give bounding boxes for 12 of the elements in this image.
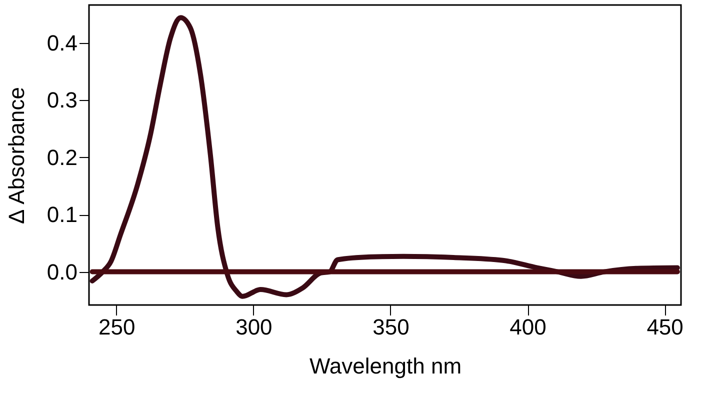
x-tick-label: 400 (510, 314, 546, 340)
y-tick-label: 0.4 (46, 30, 78, 56)
x-tick-label: 300 (236, 314, 272, 340)
x-tick-label: 450 (646, 314, 684, 340)
y-tick-label: 0.0 (46, 259, 78, 284)
y-tick-label: 0.2 (46, 144, 78, 170)
x-tick-label: 350 (372, 314, 410, 340)
x-axis-title: Wavelength nm (309, 354, 462, 378)
y-tick-label: 0.3 (46, 88, 78, 113)
y-tick-label: 0.1 (46, 202, 78, 228)
y-axis-title: Δ Absorbance (4, 86, 29, 224)
x-tick-label: 250 (98, 314, 136, 340)
